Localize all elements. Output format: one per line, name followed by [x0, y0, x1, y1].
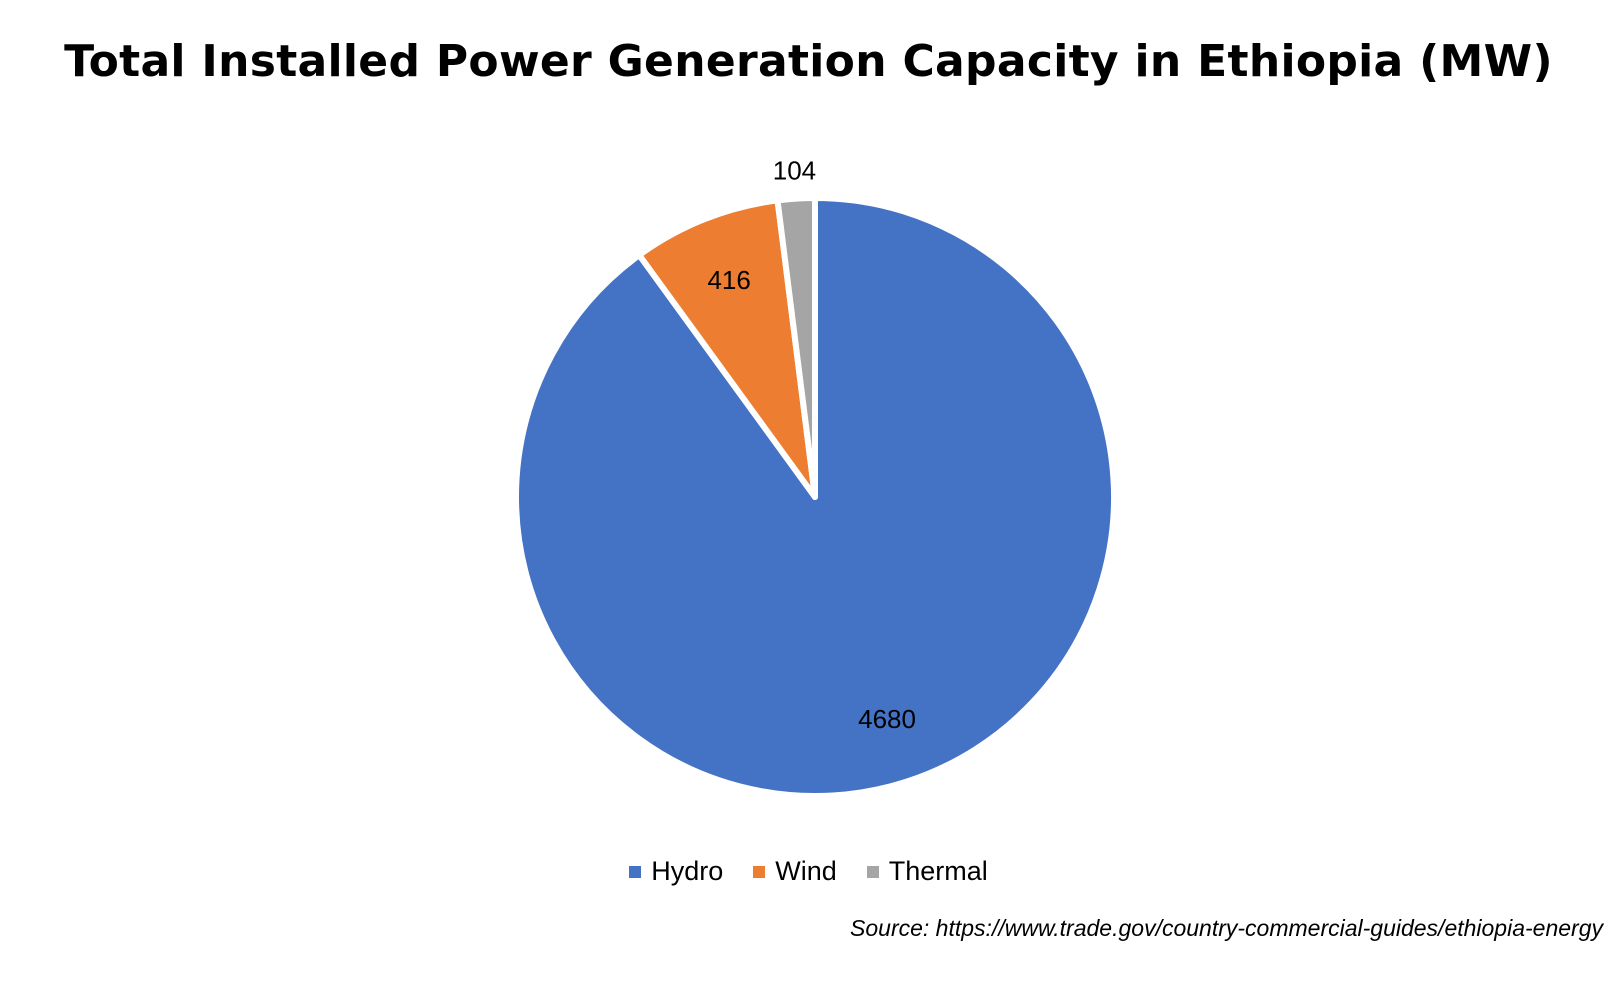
pie-slice-wind: [636, 197, 818, 500]
legend-label-wind: Wind: [775, 856, 837, 886]
data-label-wind: 416: [707, 265, 750, 295]
data-label-thermal: 104: [773, 156, 816, 186]
legend-item-thermal: Thermal: [866, 856, 988, 887]
chart-legend: Hydro Wind Thermal: [0, 856, 1617, 887]
legend-swatch-hydro: [629, 865, 642, 878]
legend-item-hydro: Hydro: [629, 856, 723, 887]
legend-label-thermal: Thermal: [888, 856, 988, 886]
legend-swatch-wind: [753, 865, 766, 878]
legend-swatch-thermal: [866, 865, 879, 878]
legend-item-wind: Wind: [753, 856, 837, 887]
data-label-hydro: 4680: [858, 704, 916, 734]
legend-label-hydro: Hydro: [651, 856, 724, 886]
source-note: Source: https://www.trade.gov/country-co…: [850, 915, 1603, 941]
pie-slice-thermal: [774, 195, 818, 500]
chart-title: Total Installed Power Generation Capacit…: [64, 36, 1553, 87]
